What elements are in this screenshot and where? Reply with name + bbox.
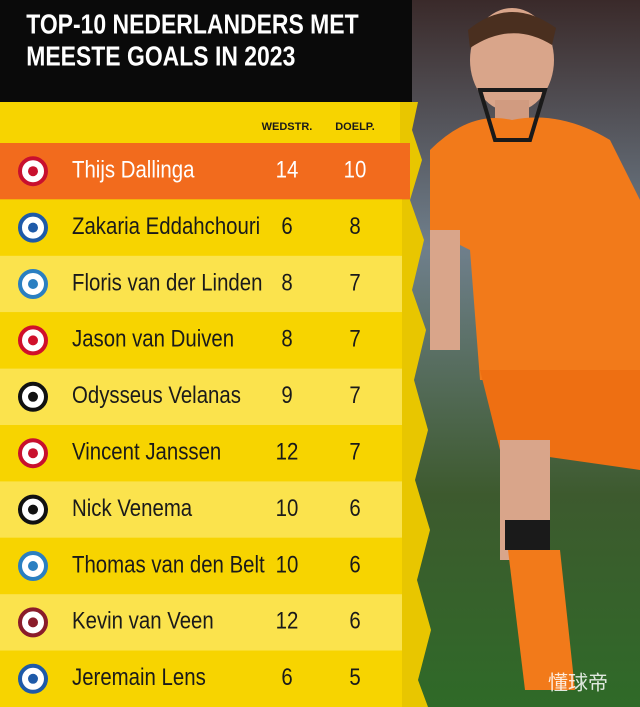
column-header: DOELP.	[335, 121, 375, 133]
player-figure	[430, 8, 640, 690]
stat-value: 5	[349, 664, 360, 691]
stat-value: 7	[349, 438, 360, 465]
stat-value: 10	[276, 494, 299, 521]
stat-value: 10	[276, 551, 299, 578]
club-logo-center	[28, 448, 38, 459]
stat-value: 7	[349, 382, 360, 409]
club-logo-center	[28, 166, 38, 177]
player-name: Jeremain Lens	[72, 664, 206, 691]
stat-value: 14	[276, 156, 299, 183]
player-name: Jason van Duiven	[72, 325, 234, 352]
club-logo-center	[28, 504, 38, 515]
stat-value: 6	[281, 212, 292, 239]
watermark: 懂球帝	[548, 671, 608, 694]
club-logo-center	[28, 222, 38, 233]
stat-value: 6	[281, 664, 292, 691]
header-block	[0, 0, 412, 102]
player-name: Zakaria Eddahchouri	[72, 212, 260, 239]
stat-value: 8	[349, 212, 360, 239]
stat-value: 6	[349, 494, 360, 521]
row-background	[0, 255, 402, 313]
player-name: Vincent Janssen	[72, 438, 221, 465]
club-logo-center	[28, 335, 38, 346]
stat-value: 12	[276, 607, 299, 634]
row-background	[0, 368, 402, 425]
column-header: WEDSTR.	[262, 121, 313, 133]
club-logo-center	[28, 617, 38, 628]
row-background	[0, 425, 402, 482]
stat-value: 9	[281, 382, 292, 409]
club-logo-center	[28, 561, 38, 571]
stat-value: 6	[349, 551, 360, 578]
stat-value: 8	[281, 325, 292, 352]
row-background	[0, 650, 402, 707]
stat-value: 7	[349, 269, 360, 296]
stat-value: 7	[349, 325, 360, 352]
stat-value: 8	[281, 269, 292, 296]
row-background	[0, 594, 402, 651]
player-name: Kevin van Veen	[72, 607, 214, 634]
row-background	[0, 143, 410, 200]
title-line: MEESTE GOALS IN 2023	[26, 41, 295, 72]
player-name: Thomas van den Belt	[72, 551, 265, 578]
club-logo-center	[28, 673, 38, 684]
row-background	[0, 537, 402, 595]
title-line: TOP-10 NEDERLANDERS MET	[26, 9, 359, 40]
player-name: Nick Venema	[72, 494, 193, 521]
row-background	[0, 312, 402, 369]
stat-value: 6	[349, 607, 360, 634]
row-background	[0, 481, 402, 538]
torn-edge	[400, 102, 431, 707]
player-name: Odysseus Velanas	[72, 382, 241, 409]
stat-value: 12	[276, 438, 299, 465]
club-logo-center	[28, 279, 38, 289]
player-name: Floris van der Linden	[72, 269, 262, 296]
club-logo-center	[28, 391, 38, 402]
stat-value: 10	[344, 156, 367, 183]
row-background	[0, 199, 402, 256]
player-name: Thijs Dallinga	[72, 156, 195, 183]
